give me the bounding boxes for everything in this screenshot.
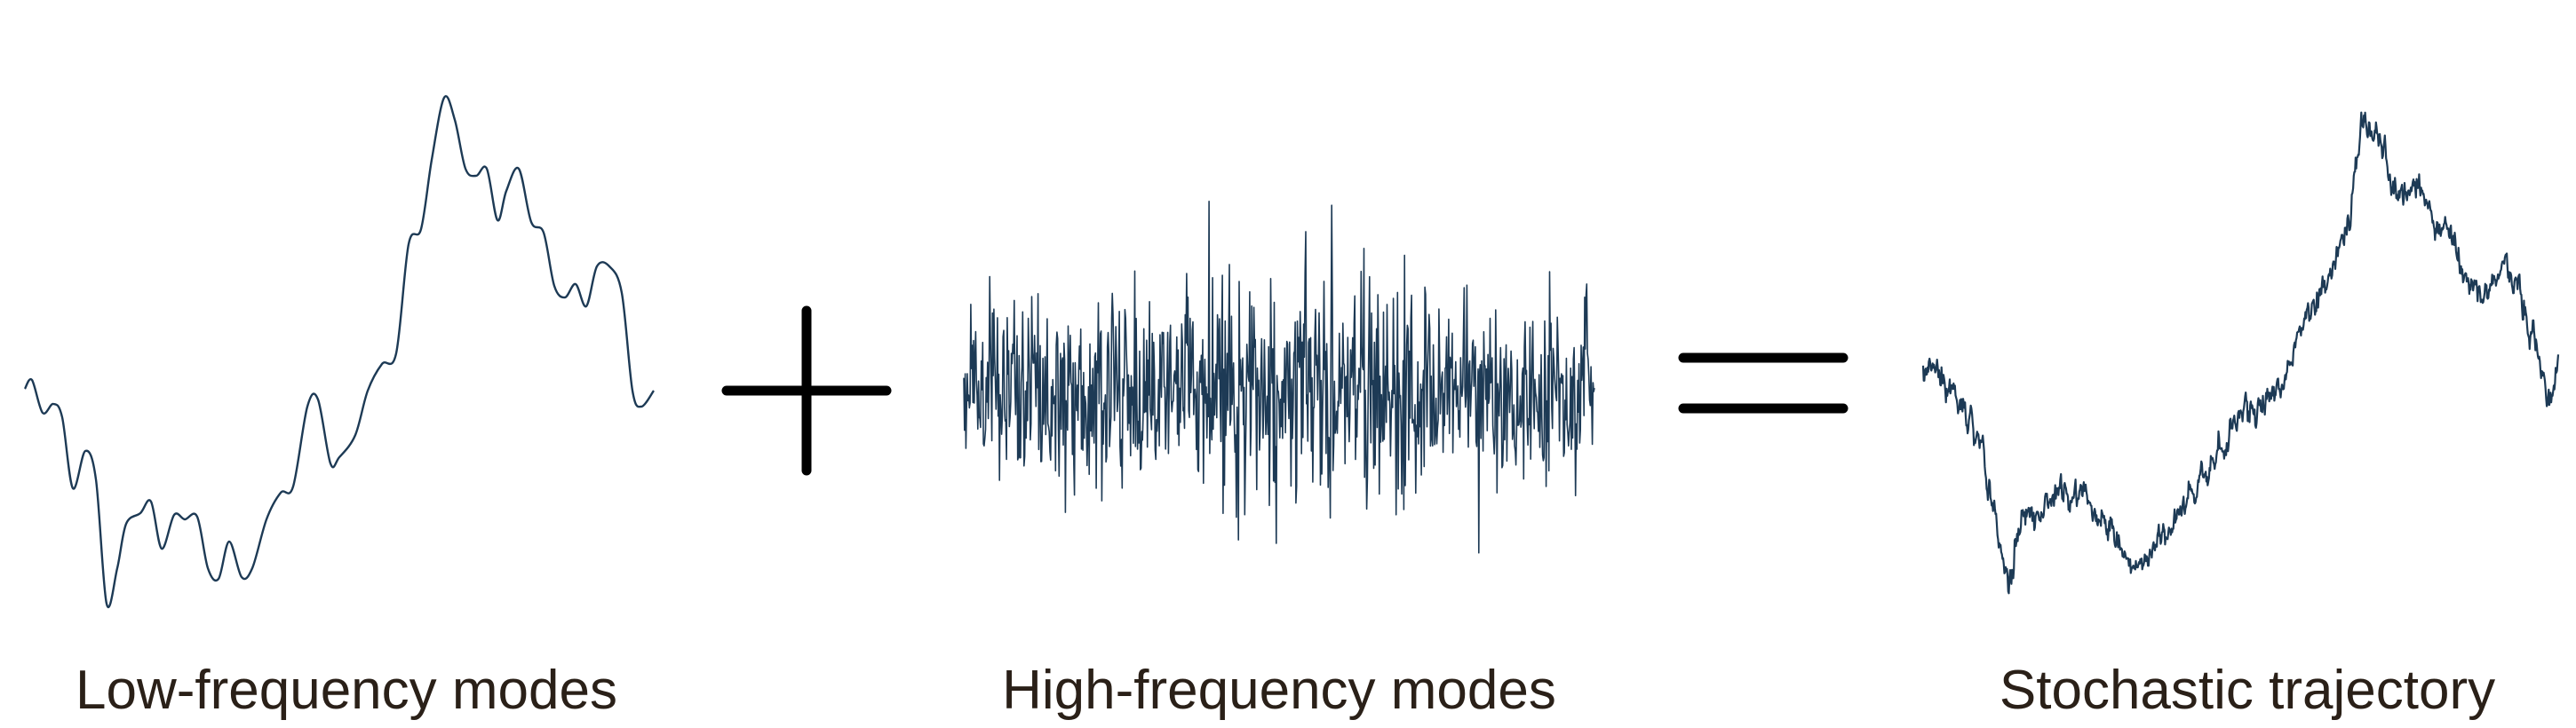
- high-frequency-wave: [964, 202, 1594, 553]
- high-frequency-label: High-frequency modes: [959, 655, 1599, 726]
- low-frequency-label: Low-frequency modes: [27, 655, 666, 726]
- stochastic-trajectory-wave: [1923, 113, 2558, 594]
- low-frequency-wave: [25, 96, 654, 607]
- plus-operator: [727, 311, 886, 471]
- stochastic-trajectory-label: Stochastic trajectory: [1928, 655, 2567, 726]
- equals-operator: [1683, 358, 1843, 408]
